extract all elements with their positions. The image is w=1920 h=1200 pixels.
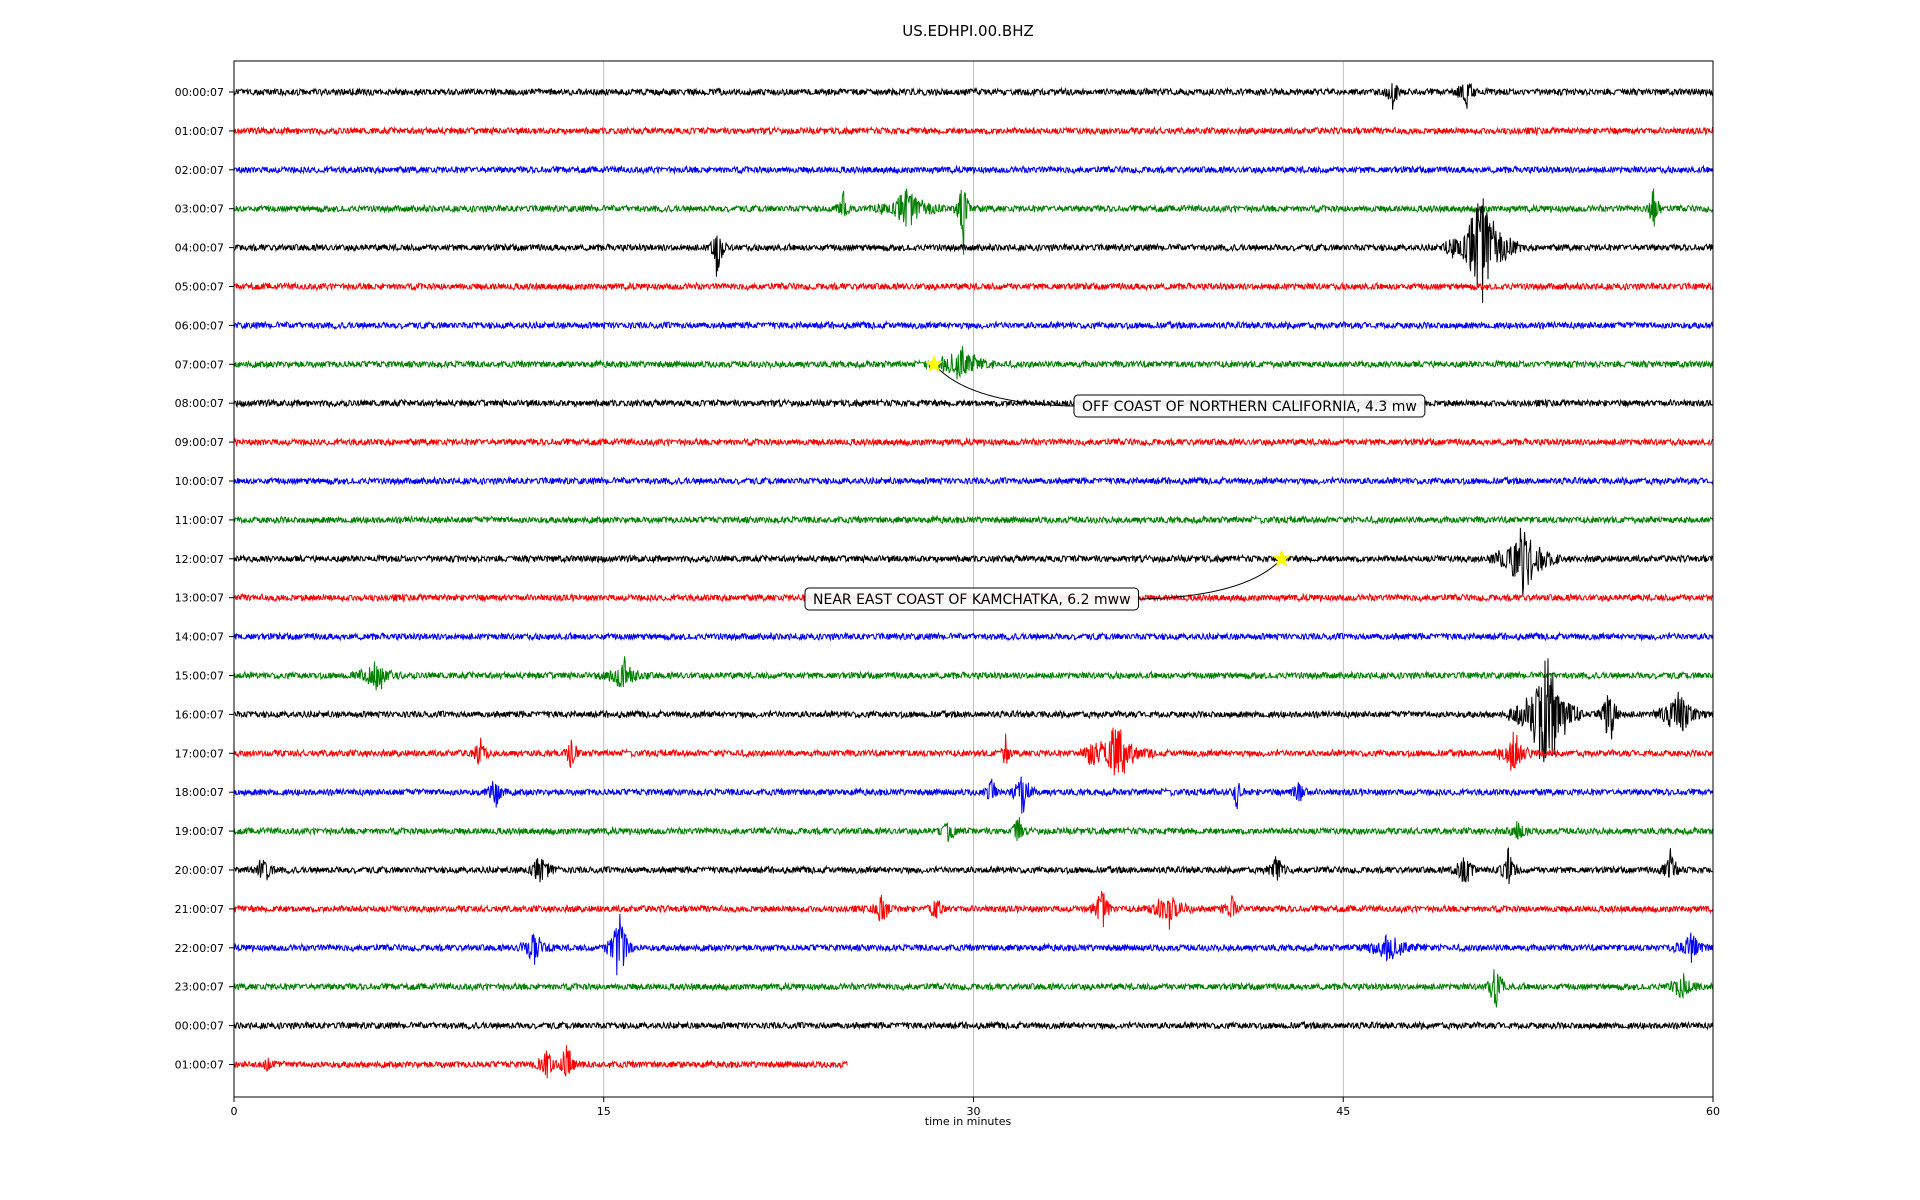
row-time-label: 22:00:07: [175, 942, 224, 955]
row-time-label: 17:00:07: [175, 747, 224, 760]
trace-row-23: [233, 969, 1714, 1008]
trace-row-8: [233, 397, 1714, 409]
trace-row-18: [233, 776, 1714, 814]
row-time-label: 19:00:07: [175, 825, 224, 838]
x-tick-label: 15: [597, 1105, 611, 1118]
row-time-label: 21:00:07: [175, 903, 224, 916]
row-time-label: 16:00:07: [175, 708, 224, 721]
trace-row-16: [233, 658, 1714, 763]
trace-row-24: [233, 1020, 1714, 1031]
row-time-label: 23:00:07: [175, 981, 224, 994]
trace-row-7: [233, 346, 1714, 380]
trace-row-14: [233, 631, 1714, 642]
event-connector: [933, 363, 1075, 407]
row-time-label: 00:00:07: [175, 1020, 224, 1033]
trace-row-9: [233, 436, 1714, 448]
vertical-grid: [603, 61, 1344, 1097]
traces: [233, 82, 1714, 1079]
row-time-label: 11:00:07: [175, 514, 224, 527]
x-tick-label: 60: [1706, 1105, 1720, 1118]
row-time-label: 18:00:07: [175, 786, 224, 799]
trace-row-2: [233, 164, 1714, 175]
trace-row-25: [233, 1045, 848, 1079]
event-label: OFF COAST OF NORTHERN CALIFORNIA, 4.3 mw: [1082, 399, 1417, 415]
row-time-label: 08:00:07: [175, 397, 224, 410]
row-time-labels: 00:00:07 01:00:07 02:00:07 03:00:07 04:00:07…: [175, 86, 234, 1072]
event-star-marker: [1272, 549, 1291, 567]
trace-row-11: [233, 514, 1714, 526]
chart-title: US.EDHPI.00.BHZ: [902, 22, 1034, 40]
row-time-label: 06:00:07: [175, 319, 224, 332]
row-time-label: 00:00:07: [175, 86, 224, 99]
event-label: NEAR EAST COAST OF KAMCHATKA, 6.2 mww: [813, 592, 1131, 608]
trace-row-12: [233, 527, 1714, 596]
row-time-label: 07:00:07: [175, 358, 224, 371]
event-connector: [1138, 558, 1282, 600]
trace-row-0: [233, 82, 1714, 110]
trace-row-10: [233, 475, 1714, 487]
row-time-label: 20:00:07: [175, 864, 224, 877]
row-time-label: 09:00:07: [175, 436, 224, 449]
row-time-label: 05:00:07: [175, 281, 224, 294]
trace-row-21: [233, 890, 1714, 930]
row-time-label: 03:00:07: [175, 203, 224, 216]
row-time-label: 04:00:07: [175, 242, 224, 255]
event-star-marker: [924, 354, 944, 373]
trace-row-1: [233, 125, 1714, 137]
row-time-label: 15:00:07: [175, 670, 224, 683]
row-time-label: 02:00:07: [175, 164, 224, 177]
x-axis-label: time in minutes: [925, 1115, 1012, 1128]
row-time-label: 01:00:07: [175, 125, 224, 138]
event-annotation: NEAR EAST COAST OF KAMCHATKA, 6.2 mww: [804, 549, 1291, 611]
trace-row-20: [233, 847, 1713, 885]
row-time-label: 14:00:07: [175, 631, 224, 644]
trace-row-4: [233, 198, 1714, 303]
row-time-label: 01:00:07: [175, 1059, 224, 1072]
event-annotation: OFF COAST OF NORTHERN CALIFORNIA, 4.3 mw: [924, 354, 1426, 418]
trace-row-15: [233, 656, 1714, 691]
event-annotations: OFF COAST OF NORTHERN CALIFORNIA, 4.3 mw…: [804, 354, 1426, 611]
trace-row-17: [233, 727, 1714, 776]
x-tick-label: 0: [231, 1105, 238, 1118]
trace-row-6: [233, 319, 1714, 331]
x-tick-label: 30: [967, 1105, 981, 1118]
trace-row-5: [233, 281, 1714, 292]
trace-row-19: [233, 817, 1714, 843]
trace-row-3: [233, 188, 1713, 255]
row-time-label: 10:00:07: [175, 475, 224, 488]
x-axis-ticks: 0 15 30 45 60: [231, 1097, 1720, 1118]
row-time-label: 12:00:07: [175, 553, 224, 566]
trace-row-22: [233, 913, 1714, 976]
row-time-label: 13:00:07: [175, 592, 224, 605]
x-tick-label: 45: [1336, 1105, 1350, 1118]
